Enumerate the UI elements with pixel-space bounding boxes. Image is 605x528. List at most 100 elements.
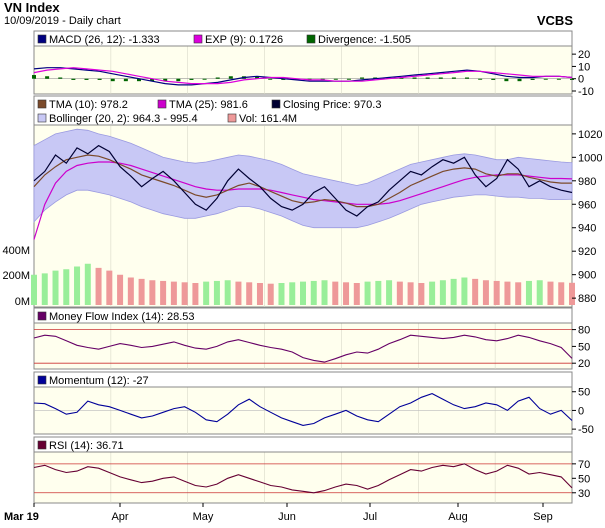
- momentum-legend-swatch-0: [37, 375, 47, 385]
- price-ytick-label: 880: [578, 293, 596, 305]
- price-legend-label-2: Closing Price: 970.3: [283, 99, 381, 111]
- momentum-legend-label-0: Momentum (12): -27: [49, 375, 149, 387]
- rsi-ytick-label: 30: [578, 488, 590, 500]
- divergence-bar: [412, 77, 417, 79]
- price-ytick-label: 940: [578, 223, 596, 235]
- divergence-bar: [58, 77, 63, 79]
- divergence-bar: [556, 78, 561, 80]
- volume-bar: [127, 277, 134, 305]
- volume-bar: [106, 270, 113, 305]
- momentum-ytick-label: 50: [578, 387, 590, 399]
- volume-bar: [289, 282, 296, 305]
- macd-legend-swatch-2: [306, 34, 316, 44]
- divergence-bar: [478, 78, 483, 80]
- volume-bar: [321, 280, 328, 305]
- divergence-bar: [438, 77, 443, 79]
- price-ytick-label: 920: [578, 246, 596, 258]
- momentum-line: [33, 393, 573, 426]
- divergence-bar: [163, 78, 168, 82]
- divergence-bar: [451, 77, 456, 79]
- momentum-legend-bar: [33, 371, 573, 388]
- divergence-bar: [45, 76, 50, 79]
- volume-bar: [482, 280, 489, 305]
- volume-bar: [278, 283, 285, 305]
- rsi-legend-label-0: RSI (14): 36.71: [49, 440, 124, 452]
- volume-bar: [246, 282, 253, 305]
- rsi-legend-bar: [33, 436, 573, 453]
- divergence-bar: [333, 78, 338, 80]
- divergence-bar: [360, 77, 365, 79]
- divergence-bar: [570, 78, 574, 80]
- macd-legend-swatch-1: [193, 34, 203, 44]
- rsi-ytick-label: 70: [578, 459, 590, 471]
- divergence-bar: [71, 78, 76, 80]
- volume-ytick-label: 0M: [15, 296, 30, 308]
- price-legend-swatch-2: [271, 99, 281, 109]
- rsi-ytick-label: 50: [578, 473, 590, 485]
- x-tick-label: May: [193, 511, 214, 523]
- price-ytick-label: 1000: [578, 152, 602, 164]
- volume-bar: [31, 274, 37, 305]
- divergence-bar: [32, 75, 36, 79]
- brand-label: VCBS: [536, 13, 573, 28]
- divergence-bar: [215, 77, 220, 79]
- chart-subtitle: 10/09/2019 - Daily chart: [4, 15, 121, 27]
- volume-bar: [192, 283, 199, 305]
- price-legend-swatch-0: [37, 99, 47, 109]
- divergence-bar: [465, 77, 470, 79]
- volume-bar: [515, 282, 522, 305]
- divergence-bar: [255, 76, 260, 79]
- mfi-ytick-label: 50: [578, 341, 590, 353]
- volume-bar: [547, 281, 554, 305]
- volume-bar: [170, 281, 177, 305]
- rsi-line: [33, 463, 573, 494]
- price-ytick-label: 960: [578, 199, 596, 211]
- volume-bar: [267, 283, 274, 305]
- close-price-line: [33, 144, 573, 217]
- divergence-bar: [346, 78, 351, 80]
- volume-bar: [41, 273, 48, 305]
- price-ytick-label: 1020: [578, 129, 602, 141]
- mfi-legend-swatch-0: [37, 311, 47, 321]
- volume-bar: [461, 277, 468, 305]
- volume-bar: [95, 267, 102, 305]
- volume-bar: [386, 280, 393, 305]
- mfi-ytick-label: 80: [578, 325, 590, 337]
- volume-bar: [375, 280, 382, 305]
- divergence-bar: [123, 78, 128, 82]
- volume-bar: [149, 280, 156, 305]
- price-ytick-label: 980: [578, 176, 596, 188]
- volume-bar: [396, 281, 403, 305]
- divergence-bar: [491, 78, 496, 80]
- price-legend-label-0: TMA (10): 978.2: [49, 99, 128, 111]
- x-tick-label: Apr: [111, 511, 128, 523]
- volume-bar: [472, 278, 479, 305]
- volume-bar: [569, 282, 575, 305]
- bollinger-band: [33, 128, 573, 229]
- volume-bar: [407, 282, 414, 305]
- volume-bar: [525, 280, 532, 305]
- volume-ytick-label: 200M: [2, 270, 30, 282]
- divergence-bar: [97, 78, 102, 80]
- macd-legend-label-1: EXP (9): 0.1726: [205, 34, 283, 46]
- divergence-bar: [110, 78, 115, 82]
- macd-legend-swatch-0: [37, 34, 47, 44]
- price-legend-swatch-1: [157, 99, 167, 109]
- divergence-bar: [176, 78, 181, 82]
- volume-bar: [213, 280, 220, 305]
- volume-bar: [84, 263, 91, 305]
- macd-ytick-label: 10: [578, 61, 590, 73]
- price-legend-swatch-3: [37, 113, 47, 123]
- price-legend-bar: [33, 95, 573, 126]
- price-ytick-label: 900: [578, 270, 596, 282]
- volume-bar: [536, 280, 543, 305]
- mfi-line: [33, 334, 573, 363]
- divergence-bar: [425, 77, 430, 79]
- x-tick-label: Mar 19: [4, 511, 39, 523]
- volume-bar: [364, 281, 371, 305]
- volume-bar: [300, 281, 306, 305]
- x-tick-label: Jul: [363, 511, 377, 523]
- macd-legend-bar: [33, 30, 573, 47]
- macd-ytick-label: -10: [578, 86, 594, 98]
- divergence-bar: [136, 78, 141, 82]
